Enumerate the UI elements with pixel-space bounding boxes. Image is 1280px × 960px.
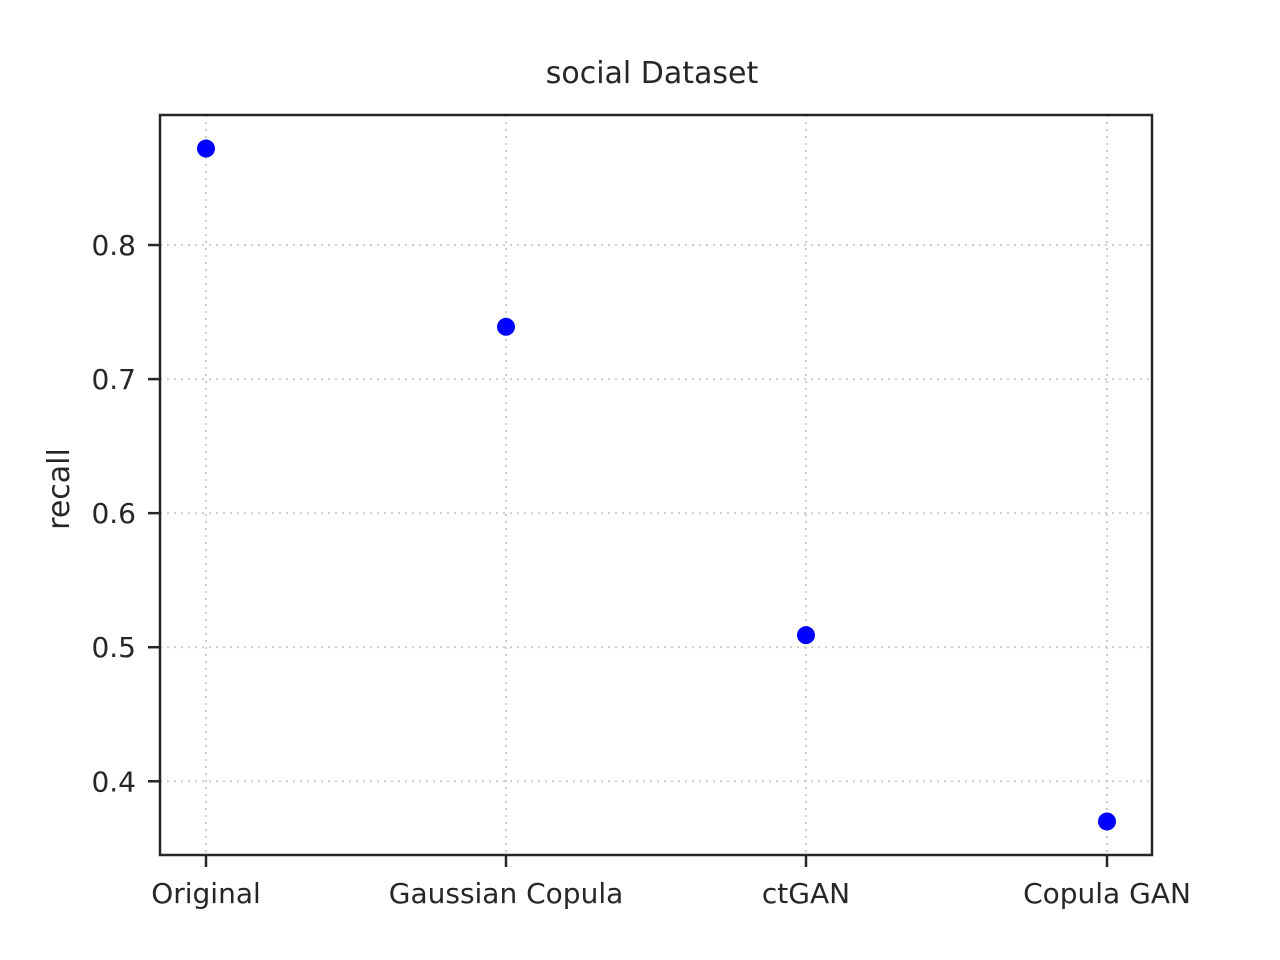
- data-points: [197, 139, 1116, 831]
- grid-lines: [160, 115, 1152, 855]
- x-tick-label: ctGAN: [762, 877, 850, 910]
- axis-ticks: Original Gaussian Copula ctGAN Copula GAN 0.…: [91, 229, 1190, 910]
- x-tick-label: Gaussian Copula: [389, 877, 624, 910]
- data-point: [797, 626, 815, 645]
- y-tick-label: 0.7: [91, 363, 136, 396]
- y-tick-label: 0.4: [91, 765, 136, 798]
- x-tick-label: Copula GAN: [1023, 877, 1191, 910]
- data-point: [197, 139, 215, 158]
- y-tick-label: 0.6: [91, 497, 136, 530]
- plot-frame: [158, 113, 1154, 857]
- data-point: [1098, 812, 1116, 831]
- chart-title: social Dataset: [546, 56, 759, 91]
- y-axis-label: recall: [42, 448, 77, 530]
- x-tick-label: Original: [151, 877, 261, 910]
- data-point: [497, 317, 515, 336]
- y-tick-label: 0.8: [91, 229, 136, 262]
- y-tick-label: 0.5: [91, 631, 136, 664]
